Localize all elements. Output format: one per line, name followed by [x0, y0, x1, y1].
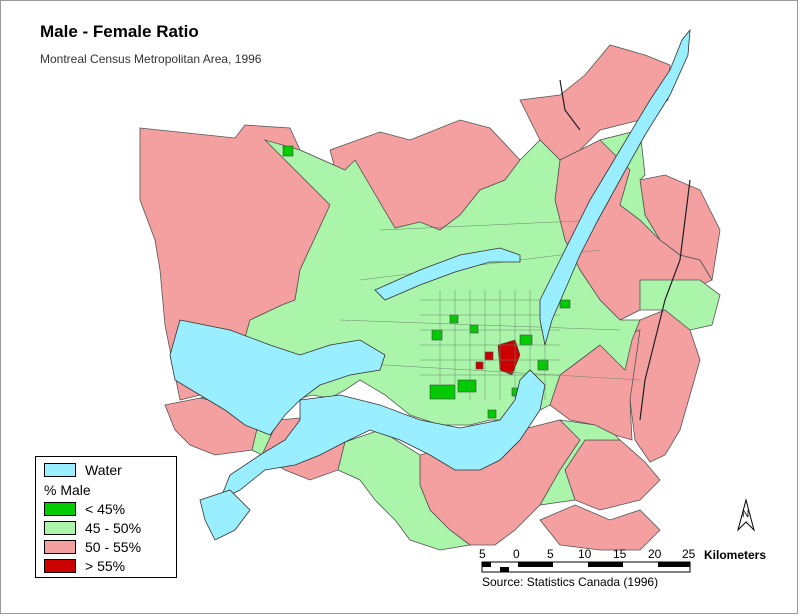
rivers — [559, 79, 691, 421]
legend-heading: % Male — [44, 482, 91, 498]
legend-swatch-45-50 — [44, 521, 76, 535]
legend-label-water: Water — [85, 462, 122, 478]
legend-row-gt55: > 55% — [44, 558, 125, 574]
legend-swatch-lt45 — [44, 502, 76, 516]
legend-row-50-55: 50 - 55% — [44, 539, 141, 555]
legend-label-gt55: > 55% — [85, 558, 126, 574]
scale-unit: Kilometers — [704, 548, 767, 562]
scale-label: 25 — [682, 547, 696, 561]
legend-label-lt45: < 45% — [85, 501, 126, 517]
legend-row-lt45: < 45% — [44, 501, 125, 517]
water — [169, 28, 691, 541]
scale-label: 10 — [578, 547, 592, 561]
region-lt45 — [282, 145, 571, 419]
map-subtitle: Montreal Census Metropolitan Area, 1996 — [40, 52, 262, 66]
north-label: N — [742, 509, 750, 520]
legend-swatch-gt55 — [44, 559, 76, 573]
legend: Water % Male < 45% 45 - 50% 50 - 55% > 5… — [35, 456, 177, 578]
map-title: Male - Female Ratio — [40, 22, 199, 41]
source-credit: Source: Statistics Canada (1996) — [482, 575, 659, 589]
legend-swatch-water — [44, 463, 76, 477]
scale-bar — [481, 561, 691, 573]
legend-swatch-50-55 — [44, 540, 76, 554]
scale-label: 20 — [648, 547, 662, 561]
scale-label: 0 — [513, 547, 520, 561]
scale-label: 5 — [479, 547, 486, 561]
scale-label: 5 — [547, 547, 554, 561]
legend-row-water: Water — [44, 462, 122, 478]
legend-label-50-55: 50 - 55% — [85, 539, 142, 555]
legend-row-45-50: 45 - 50% — [44, 520, 141, 536]
scale-label: 15 — [613, 547, 627, 561]
north-arrow-icon — [737, 498, 755, 532]
legend-label-45-50: 45 - 50% — [85, 520, 142, 536]
